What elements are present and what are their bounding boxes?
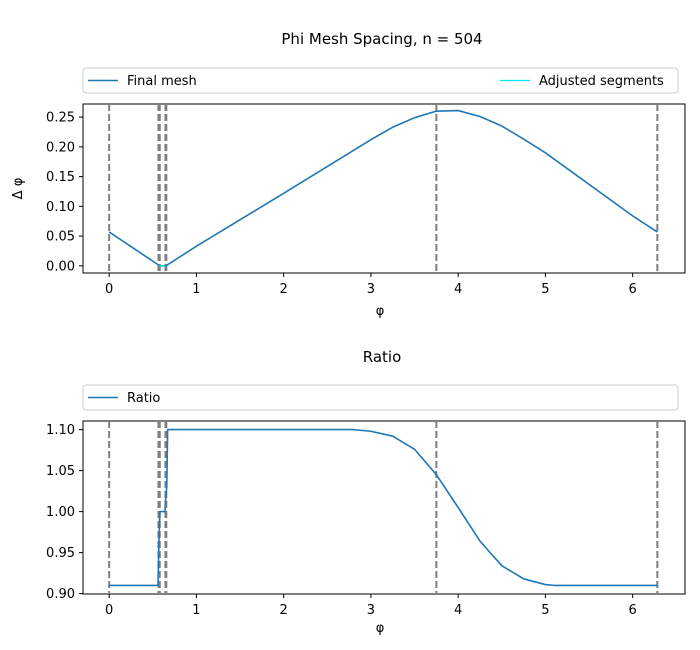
y-tick-label: 0.15	[46, 170, 75, 185]
y-axis-label: Δ φ	[11, 178, 26, 200]
y-tick-label: 1.05	[46, 464, 75, 479]
chart-title: Ratio	[363, 348, 402, 366]
legend-label: Adjusted segments	[539, 74, 664, 89]
plot-frame	[82, 103, 686, 274]
x-tick-label: 5	[541, 282, 549, 297]
series-line	[158, 264, 166, 267]
y-tick-label: 0.95	[46, 546, 75, 561]
y-tick-label: 0.05	[46, 230, 75, 245]
x-tick-label: 0	[105, 282, 113, 297]
x-tick-label: 3	[367, 282, 375, 297]
legend-label: Ratio	[127, 391, 160, 406]
y-tick-label: 0.90	[46, 587, 75, 602]
x-tick-label: 4	[454, 603, 462, 618]
y-tick-label: 1.00	[46, 505, 75, 520]
x-tick-label: 0	[105, 603, 113, 618]
legend-box	[82, 67, 679, 94]
x-axis-label: φ	[376, 621, 385, 636]
x-tick-label: 2	[280, 282, 288, 297]
legend-label: Final mesh	[127, 74, 197, 89]
plot-frame	[82, 420, 686, 595]
x-tick-label: 1	[192, 282, 200, 297]
x-tick-label: 6	[629, 282, 637, 297]
x-tick-label: 3	[367, 603, 375, 618]
x-axis-label: φ	[376, 304, 385, 319]
chart-title: Phi Mesh Spacing, n = 504	[281, 30, 482, 48]
x-tick-label: 1	[192, 603, 200, 618]
x-tick-label: 6	[629, 603, 637, 618]
y-tick-label: 0.10	[46, 200, 75, 215]
y-tick-label: 0.00	[46, 259, 75, 274]
x-tick-label: 4	[454, 282, 462, 297]
y-tick-label: 0.25	[46, 111, 75, 126]
legend-box	[82, 384, 679, 411]
y-tick-label: 1.10	[46, 423, 75, 438]
series-line	[108, 109, 658, 267]
x-tick-label: 2	[280, 603, 288, 618]
y-tick-label: 0.20	[46, 140, 75, 155]
series-line	[109, 428, 658, 587]
x-tick-label: 5	[541, 603, 549, 618]
